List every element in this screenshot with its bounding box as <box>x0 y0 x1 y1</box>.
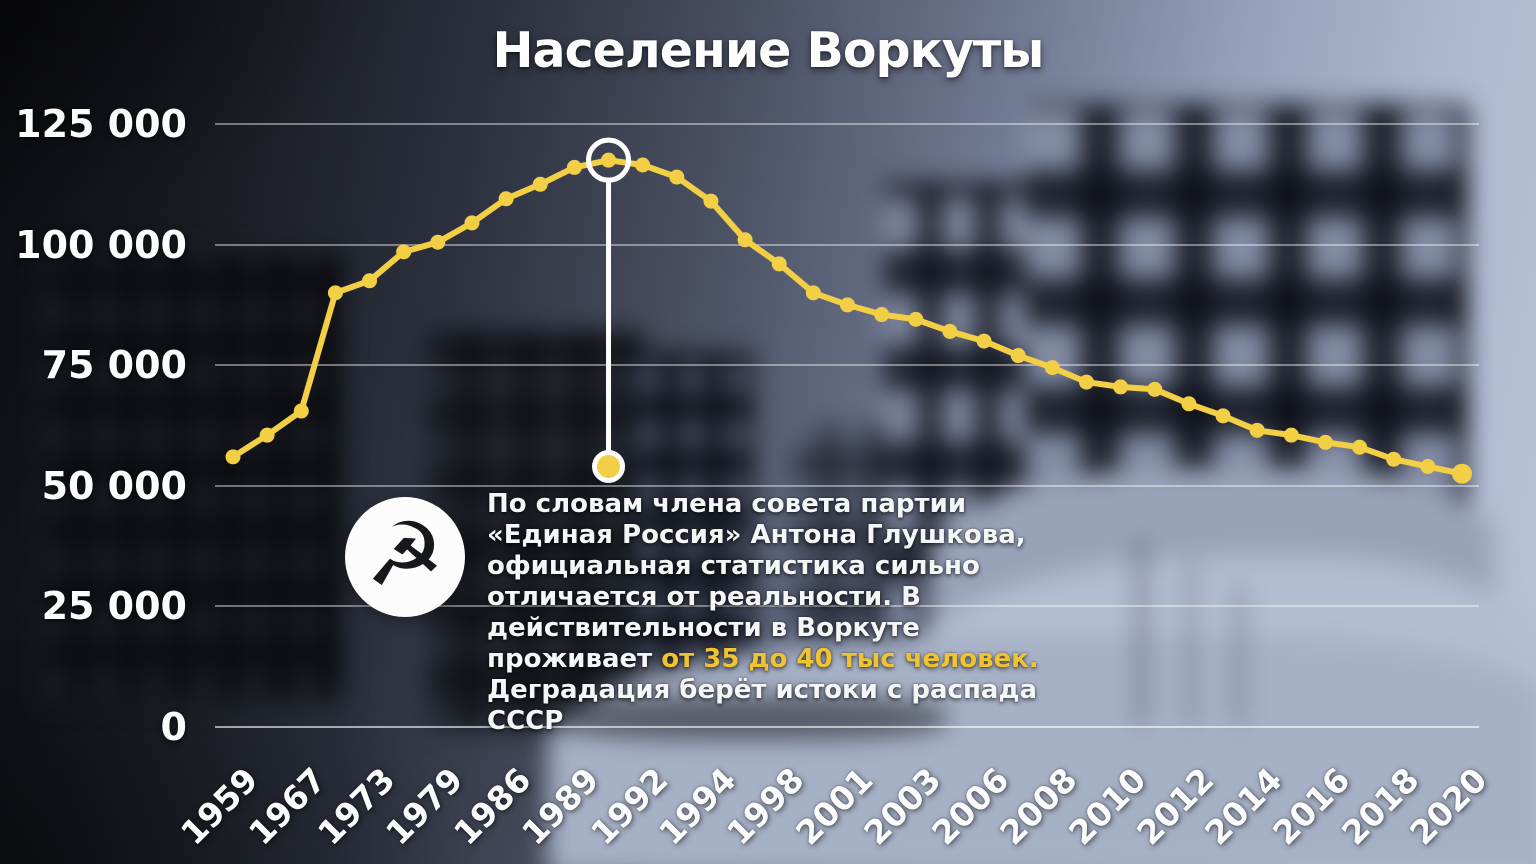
data-point <box>908 311 924 327</box>
data-point <box>1078 374 1094 390</box>
data-point <box>874 307 890 323</box>
annotation-part1: По словам члена совета партии «Единая Ро… <box>487 489 1026 674</box>
data-point <box>976 333 992 349</box>
data-point <box>635 157 651 173</box>
data-point <box>396 244 412 260</box>
data-point <box>532 176 548 192</box>
data-point <box>327 285 343 301</box>
data-point <box>942 323 958 339</box>
bg-dark-berm <box>548 696 948 740</box>
bg-tree <box>1138 540 1145 725</box>
callout-anchor-dot <box>592 450 626 484</box>
data-point <box>1215 408 1231 424</box>
bg-building-left <box>42 252 342 702</box>
data-point <box>293 403 309 419</box>
y-tick-label: 75 000 <box>41 343 187 388</box>
data-point <box>1386 451 1402 467</box>
annotation-text: По словам члена совета партии «Единая Ро… <box>487 489 1072 737</box>
gridline <box>215 243 1479 246</box>
y-tick-label: 50 000 <box>41 463 187 508</box>
data-point <box>362 273 378 289</box>
data-point <box>1249 422 1265 438</box>
gridline <box>215 605 1479 608</box>
data-point <box>1352 439 1368 455</box>
data-point <box>464 215 480 231</box>
data-point <box>1147 381 1163 397</box>
data-point <box>669 169 685 185</box>
hammer-sickle-icon: ☭ <box>365 503 445 606</box>
data-point <box>1317 434 1333 450</box>
annotation-part2: Деградация берёт истоки с распада СССР <box>487 675 1038 736</box>
data-point <box>259 427 275 443</box>
y-tick-label: 0 <box>160 705 187 749</box>
y-tick-label: 100 000 <box>15 222 187 267</box>
data-point <box>1181 396 1197 412</box>
data-point <box>1420 459 1436 475</box>
data-point <box>566 159 582 175</box>
data-point <box>1452 463 1472 484</box>
gridline <box>215 484 1479 487</box>
population-line <box>230 157 1465 477</box>
bg-tree <box>1188 560 1193 725</box>
data-point <box>601 152 617 168</box>
data-point <box>498 191 514 207</box>
data-point <box>840 297 855 313</box>
data-point <box>225 449 241 465</box>
gridline <box>215 123 1479 125</box>
page-title: Население Воркуты <box>492 22 1045 79</box>
bg-tree <box>1236 585 1242 725</box>
data-point <box>1010 348 1026 364</box>
y-tick-label: 125 000 <box>15 102 187 146</box>
data-point <box>1283 427 1299 443</box>
data-point <box>703 193 719 209</box>
peak-ring-marker <box>586 137 632 183</box>
data-point <box>771 256 787 272</box>
data-point <box>1044 360 1060 376</box>
data-point <box>1113 379 1129 395</box>
data-point <box>737 232 753 248</box>
annotation-highlight: от 35 до 40 тыс человек. <box>661 644 1039 674</box>
data-point <box>430 234 446 250</box>
data-point <box>805 285 821 301</box>
gridline <box>215 364 1479 367</box>
bg-snow-foreground <box>548 636 1536 864</box>
gridline <box>215 726 1479 728</box>
y-tick-label: 25 000 <box>41 584 187 629</box>
hammer-sickle-badge: ☭ <box>345 497 465 617</box>
